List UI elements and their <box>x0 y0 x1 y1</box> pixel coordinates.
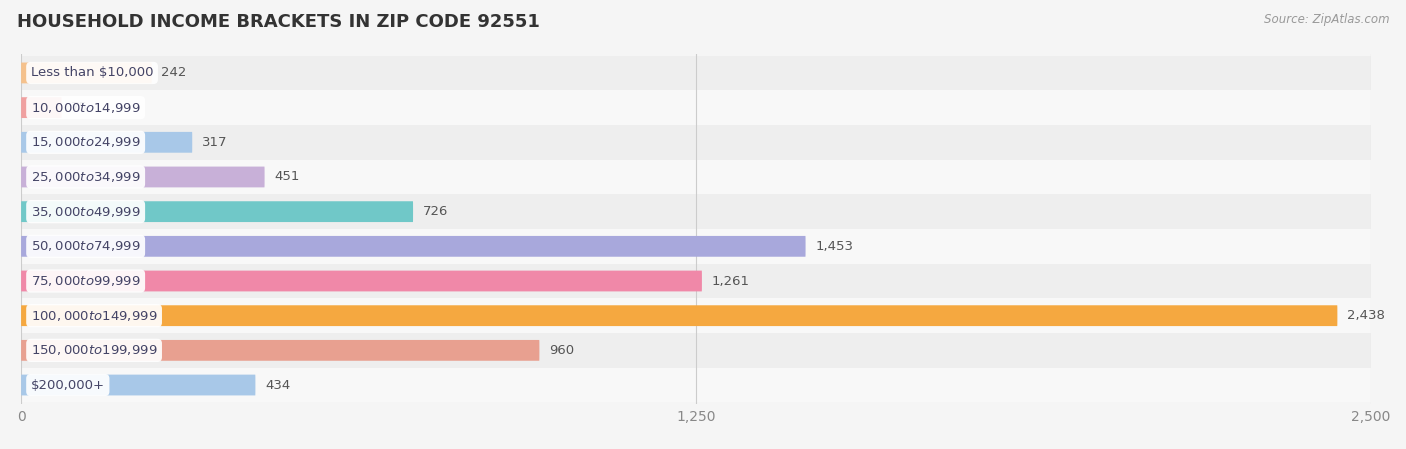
FancyBboxPatch shape <box>21 305 1337 326</box>
Bar <box>21 229 1371 264</box>
Text: $25,000 to $34,999: $25,000 to $34,999 <box>31 170 141 184</box>
FancyBboxPatch shape <box>21 97 62 118</box>
Text: $100,000 to $149,999: $100,000 to $149,999 <box>31 308 157 323</box>
Text: Less than $10,000: Less than $10,000 <box>31 66 153 79</box>
Text: 434: 434 <box>266 379 291 392</box>
FancyBboxPatch shape <box>21 271 702 291</box>
Bar <box>21 56 1371 90</box>
Text: Source: ZipAtlas.com: Source: ZipAtlas.com <box>1264 13 1389 26</box>
Text: $150,000 to $199,999: $150,000 to $199,999 <box>31 343 157 357</box>
Text: $10,000 to $14,999: $10,000 to $14,999 <box>31 101 141 114</box>
Text: $200,000+: $200,000+ <box>31 379 105 392</box>
Bar <box>21 368 1371 402</box>
Text: $50,000 to $74,999: $50,000 to $74,999 <box>31 239 141 253</box>
Text: 1,261: 1,261 <box>711 274 749 287</box>
Bar <box>21 298 1371 333</box>
Bar <box>21 125 1371 160</box>
FancyBboxPatch shape <box>21 374 256 396</box>
Bar <box>21 194 1371 229</box>
Text: $35,000 to $49,999: $35,000 to $49,999 <box>31 205 141 219</box>
Text: 1,453: 1,453 <box>815 240 853 253</box>
Bar <box>21 264 1371 298</box>
FancyBboxPatch shape <box>21 132 193 153</box>
Text: 75: 75 <box>72 101 89 114</box>
Bar <box>21 160 1371 194</box>
Text: 726: 726 <box>423 205 449 218</box>
Text: 960: 960 <box>550 344 574 357</box>
Text: $75,000 to $99,999: $75,000 to $99,999 <box>31 274 141 288</box>
Bar <box>21 90 1371 125</box>
FancyBboxPatch shape <box>21 62 152 84</box>
FancyBboxPatch shape <box>21 201 413 222</box>
Text: 2,438: 2,438 <box>1347 309 1385 322</box>
Bar <box>21 333 1371 368</box>
FancyBboxPatch shape <box>21 167 264 187</box>
Text: $15,000 to $24,999: $15,000 to $24,999 <box>31 135 141 150</box>
FancyBboxPatch shape <box>21 340 540 361</box>
Text: 317: 317 <box>202 136 228 149</box>
FancyBboxPatch shape <box>21 236 806 257</box>
Text: 451: 451 <box>274 171 299 184</box>
Text: 242: 242 <box>162 66 187 79</box>
Text: HOUSEHOLD INCOME BRACKETS IN ZIP CODE 92551: HOUSEHOLD INCOME BRACKETS IN ZIP CODE 92… <box>17 13 540 31</box>
